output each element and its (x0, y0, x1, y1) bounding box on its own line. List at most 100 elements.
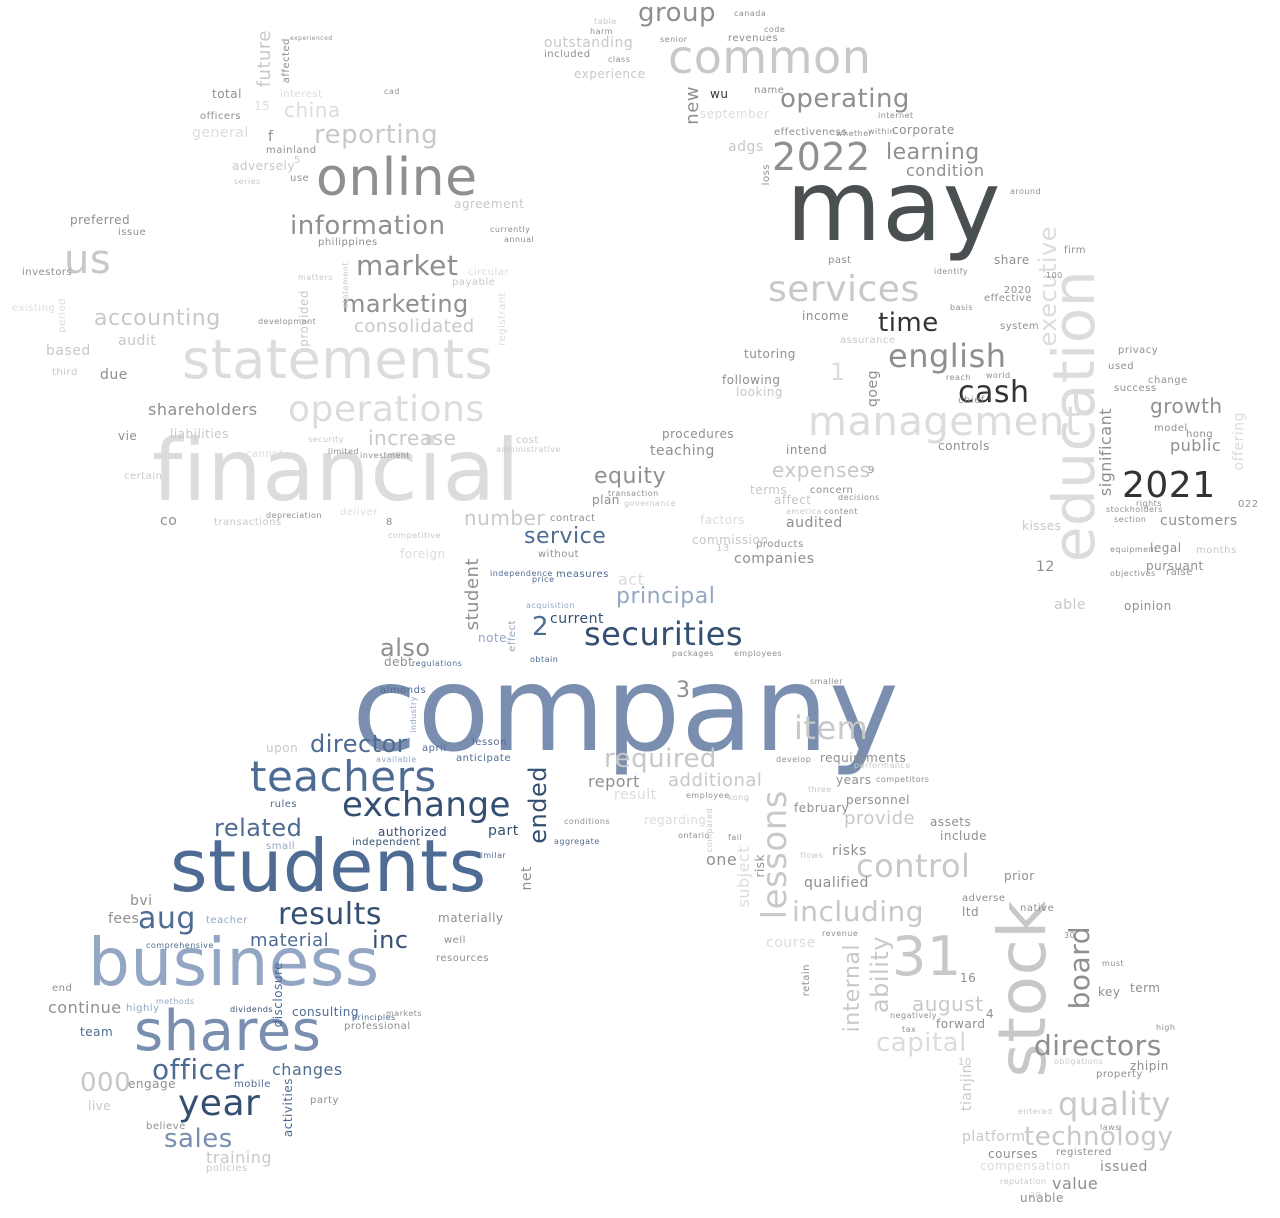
word-officer: officer (152, 1053, 245, 1086)
word-laws: laws (1100, 1123, 1120, 1132)
word-shares: shares (134, 999, 322, 1064)
word-services: services (768, 269, 920, 310)
word-teacher: teacher (206, 915, 248, 926)
word-within: within (868, 127, 896, 136)
word-markets: markets (386, 1009, 423, 1018)
word-courses: courses (988, 1147, 1038, 1161)
word-9: 9 (868, 465, 875, 476)
word-use: use (290, 173, 310, 184)
word-result: result (614, 787, 657, 803)
word-risk: risk (753, 854, 767, 878)
word-operating: operating (780, 84, 910, 114)
word-mobile: mobile (234, 1079, 271, 1090)
word-personnel: personnel (846, 793, 910, 807)
word-including: including (792, 895, 925, 928)
word-total: total (212, 87, 242, 101)
word-tax: tax (902, 1025, 917, 1034)
word-1: 1 (830, 358, 846, 386)
word-companies: companies (734, 551, 815, 567)
word-registrant: registrant (497, 292, 508, 346)
word-aggregate: aggregate (554, 837, 600, 846)
word-value: value (1052, 1174, 1099, 1193)
word-anticipate: anticipate (456, 753, 511, 764)
word-investment: investment (360, 451, 411, 460)
word-qualified: qualified (804, 875, 869, 891)
word-students: students (170, 824, 487, 908)
word-reporting: reporting (314, 120, 439, 150)
word-must: must (1102, 959, 1125, 968)
word-believe: believe (146, 1121, 186, 1132)
word-results: results (278, 897, 383, 932)
word-foreign: foreign (400, 547, 446, 561)
word-america: america (786, 507, 822, 516)
word-administrative: administrative (496, 445, 561, 454)
word-sales: sales (164, 1124, 233, 1154)
word-consolidated: consolidated (354, 316, 475, 337)
word-lesson: lesson (472, 737, 507, 748)
word-industry: industry (409, 696, 418, 733)
word-subject: subject (734, 846, 753, 908)
word-negatively: negatively (890, 1011, 937, 1020)
word-deliver: deliver (340, 507, 378, 518)
word-growth: growth (1150, 394, 1223, 418)
word-qoeg: qoeg (865, 370, 881, 407)
word-tianjin: tianjin (959, 1064, 975, 1111)
word-co: co (160, 513, 178, 529)
word-mainland: mainland (266, 145, 317, 156)
word-retain: retain (801, 964, 812, 997)
word-teachers: teachers (250, 752, 437, 801)
word-upon: upon (266, 741, 299, 755)
word-cad: cad (384, 87, 400, 96)
word-basis: basis (950, 303, 974, 312)
word-ended: ended (524, 766, 552, 844)
word-resources: resources (436, 953, 489, 964)
word-raise: raise (1166, 567, 1193, 578)
word-chief: chief (958, 395, 985, 406)
word-compensation: compensation (980, 1159, 1071, 1173)
word-securities: securities (584, 615, 744, 653)
word-risks: risks (832, 843, 867, 859)
word-senior: senior (660, 35, 688, 44)
word-matters: matters (298, 273, 333, 282)
word-intend: intend (786, 443, 828, 457)
word-april: april (422, 743, 447, 754)
word-name: name (754, 85, 785, 96)
word-provide: provide (844, 808, 916, 829)
word-regarding: regarding (644, 813, 707, 827)
word-years: years (836, 773, 872, 787)
word-item: item (794, 709, 869, 747)
word-debt: debt (384, 655, 414, 669)
word-30: 30 (1064, 931, 1076, 940)
word-16: 16 (960, 971, 977, 985)
word-key: key (1098, 985, 1121, 999)
word-ontario: ontario (678, 831, 710, 840)
word-training: training (206, 1148, 272, 1167)
word-property: property (1096, 1069, 1143, 1080)
word-course: course (766, 935, 816, 951)
word-model: model (1154, 423, 1188, 434)
word-party: party (310, 1095, 339, 1106)
word-cost: cost (516, 435, 539, 446)
word-offering: offering (1231, 412, 1247, 471)
word-code: code (764, 25, 786, 34)
word-000: 000 (80, 1068, 132, 1098)
word-harm: harm (590, 27, 613, 36)
word-information: information (290, 211, 446, 241)
word-regulations: regulations (412, 659, 463, 668)
word-f: f (268, 129, 274, 145)
word-september: september (700, 107, 770, 121)
word-financial: financial (152, 421, 521, 521)
word-pursuant: pursuant (1146, 559, 1204, 573)
word-currently: currently (490, 225, 531, 234)
word-15: 15 (254, 99, 271, 113)
word-live: live (88, 1099, 112, 1113)
word-around: around (1010, 187, 1042, 196)
word-highly: highly (126, 1003, 160, 1014)
word-products: products (756, 539, 804, 550)
word-issued: issued (1100, 1159, 1148, 1175)
word-current: current (550, 611, 605, 627)
word-high: high (1156, 1023, 1176, 1032)
word-august: august (912, 992, 984, 1016)
word-acquisition: acquisition (526, 601, 575, 610)
word-governance: governance (624, 499, 677, 508)
